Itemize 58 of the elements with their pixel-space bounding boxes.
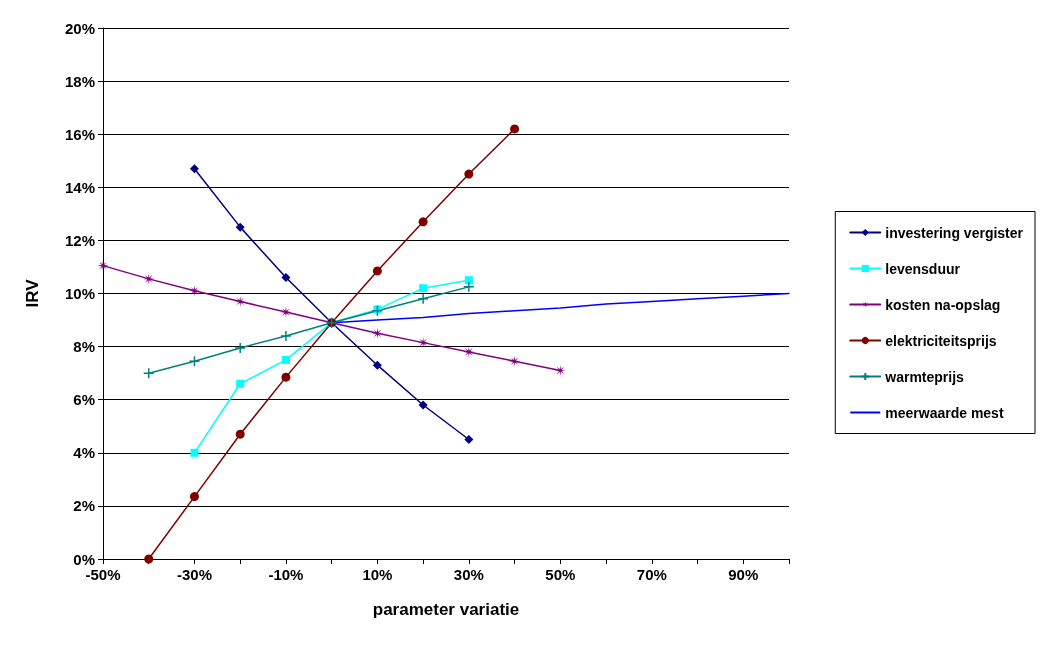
point	[281, 372, 291, 382]
y-tick-label: 16%	[64, 125, 95, 143]
point	[463, 346, 475, 358]
y-tick-label: 4%	[73, 444, 95, 462]
point	[371, 327, 383, 339]
point	[464, 276, 473, 285]
point	[281, 273, 291, 283]
y-tick-label: 8%	[73, 338, 95, 356]
point	[554, 364, 566, 376]
point	[418, 217, 428, 227]
point	[190, 448, 199, 457]
point	[464, 435, 474, 445]
x-tick-label: -30%	[176, 566, 212, 583]
y-tick-label: 20%	[64, 19, 95, 37]
x-tick-label: 90%	[728, 566, 759, 583]
legend-label: warmteprijs	[884, 368, 965, 385]
point	[418, 400, 428, 410]
point	[281, 355, 290, 364]
point	[417, 337, 429, 349]
point	[235, 222, 245, 232]
point	[142, 367, 155, 379]
legend-label: levensduur	[885, 260, 961, 277]
point	[234, 295, 246, 307]
y-tick-label: 14%	[64, 178, 95, 196]
y-axis-title: IRV	[23, 278, 42, 308]
point	[372, 266, 382, 276]
point	[189, 164, 199, 174]
y-tick-label: 10%	[64, 285, 95, 302]
point	[144, 554, 154, 564]
x-tick-label: 30%	[453, 566, 484, 583]
point	[463, 281, 475, 293]
x-tick-label: 50%	[545, 566, 576, 583]
point	[417, 293, 429, 305]
legend-label: kosten na-opslag	[885, 296, 1001, 313]
point	[234, 342, 246, 354]
x-tick-label: 70%	[636, 566, 667, 583]
point	[236, 379, 245, 388]
point	[189, 492, 199, 502]
y-tick-label: 18%	[64, 72, 95, 90]
point	[235, 429, 245, 439]
point	[510, 124, 520, 134]
x-tick-label: -50%	[85, 566, 121, 583]
legend-label: investering vergister	[885, 224, 1024, 241]
y-tick-label: 0%	[73, 550, 95, 568]
y-tick-label: 2%	[73, 497, 95, 515]
x-tick-label: -10%	[268, 566, 304, 583]
point	[464, 169, 474, 179]
point	[280, 330, 292, 342]
point	[419, 284, 428, 293]
point	[188, 355, 201, 367]
legend-label: meerwaarde mest	[885, 404, 1004, 421]
x-axis-title: parameter variatie	[372, 600, 520, 619]
x-tick-label: 10%	[362, 566, 393, 583]
point	[509, 355, 521, 367]
y-tick-label: 6%	[73, 391, 95, 409]
point	[372, 360, 382, 370]
legend-label: elektriciteitsprijs	[885, 332, 997, 349]
y-tick-label: 12%	[64, 231, 95, 249]
